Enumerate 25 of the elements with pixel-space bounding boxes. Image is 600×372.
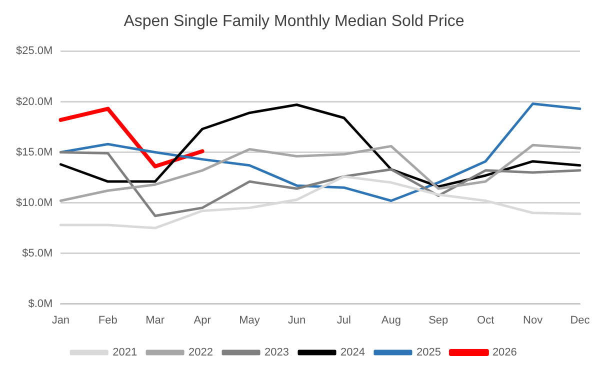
legend-label: 2026 [492,346,517,359]
y-tick-label: $5.0M [22,247,53,260]
y-tick-label: $20.0M [16,96,53,108]
legend-label: 2024 [340,346,365,359]
x-tick-label: Dec [570,314,590,326]
y-tick-label: $25.0M [16,45,53,58]
x-tick-label: Sep [428,314,448,326]
legend-label: 2021 [112,346,138,359]
x-tick-label: Jan [52,314,70,326]
chart-title: Aspen Single Family Monthly Median Sold Price [124,13,464,30]
y-tick-label: $.0M [28,298,53,310]
legend-label: 2023 [264,346,290,359]
x-tick-label: Aug [381,314,401,326]
x-tick-label: Feb [98,314,118,326]
x-tick-label: Jun [288,314,306,326]
y-tick-label: $15.0M [16,146,53,158]
legend-label: 2025 [416,346,441,359]
legend-label: 2022 [188,346,214,359]
x-tick-label: May [239,314,260,326]
y-tick-label: $10.0M [16,196,53,209]
x-tick-label: Mar [146,314,165,326]
x-tick-label: Apr [194,314,212,326]
x-tick-label: Jul [336,314,351,326]
x-tick-label: Oct [477,314,494,326]
x-tick-label: Nov [523,314,544,326]
